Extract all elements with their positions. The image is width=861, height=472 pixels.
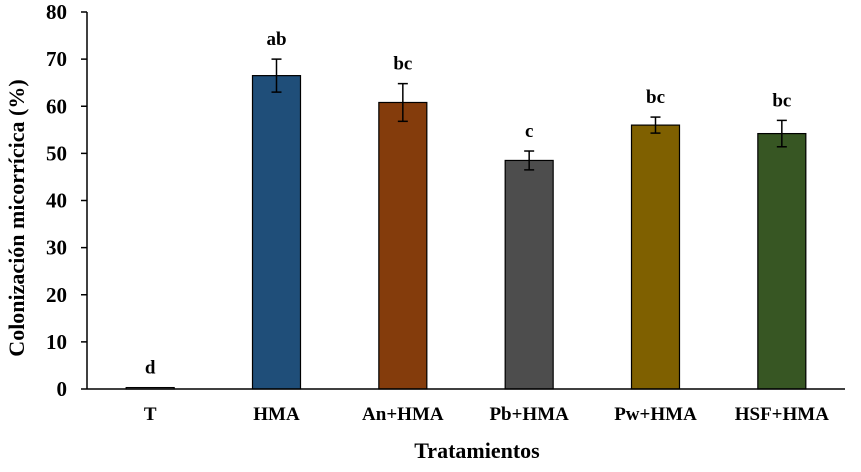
error-bars: [271, 58, 787, 171]
y-tick-label: 60: [46, 94, 67, 118]
bar-pb-hma: [504, 159, 554, 390]
x-category-label: Pw+HMA: [614, 404, 697, 425]
y-tick-label: 80: [46, 0, 67, 24]
significance-letter: bc: [772, 90, 791, 111]
y-tick-label: 40: [46, 189, 67, 213]
x-axis-title: Tratamientos: [414, 438, 540, 463]
y-tick-label: 10: [46, 330, 67, 354]
significance-letter: bc: [393, 54, 412, 75]
y-tick-label: 50: [46, 141, 67, 165]
y-tick-label: 30: [46, 236, 67, 260]
y-axis-title: Colonización micorrícica (%): [4, 79, 29, 356]
significance-letter: bc: [646, 87, 665, 108]
x-axis: T HMA An+HMA Pb+HMA Pw+HMA HSF+HMA: [87, 388, 845, 425]
y-axis: 0 10 20 30 40 50 60 70 80: [46, 0, 88, 401]
significance-letter: ab: [266, 29, 286, 50]
x-category-label: HSF+HMA: [735, 404, 829, 425]
x-category-label: T: [144, 404, 157, 425]
y-tick-label: 0: [57, 377, 68, 401]
y-tick-label: 70: [46, 47, 67, 71]
bar-an-hma: [378, 101, 428, 390]
bars: [125, 75, 807, 390]
x-category-label: An+HMA: [362, 404, 444, 425]
bar-pw-hma: [630, 124, 681, 390]
x-category-label: HMA: [253, 404, 300, 425]
significance-letters: d ab bc c bc bc: [145, 29, 791, 378]
significance-letter: c: [525, 121, 533, 142]
x-category-label: Pb+HMA: [489, 404, 569, 425]
significance-letter: d: [145, 358, 156, 379]
y-tick-label: 20: [46, 283, 67, 307]
bar-hma: [251, 75, 302, 390]
bar-hsf-hma: [757, 132, 807, 390]
